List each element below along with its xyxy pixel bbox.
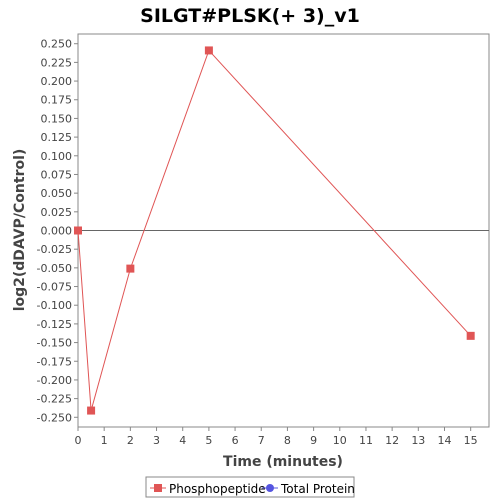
x-tick-label: 1 <box>101 434 108 447</box>
x-tick-label: 7 <box>258 434 265 447</box>
chart-title: SILGT#PLSK(+ 3)_v1 <box>140 5 360 27</box>
legend: Phosphopeptide Total Protein <box>145 476 355 498</box>
data-point <box>87 406 96 415</box>
y-tick-label: 0.150 <box>41 112 73 125</box>
series-layer <box>74 46 475 415</box>
data-point <box>126 264 135 273</box>
x-tick-label: 8 <box>284 434 291 447</box>
y-tick-label: -0.050 <box>37 262 72 275</box>
y-axis-label: log2(dDAVP/Control) <box>12 149 28 312</box>
legend-box <box>145 476 355 498</box>
y-axis: 0.250 0.225 0.200 0.175 0.150 0.125 0.100 0.075… <box>37 34 79 427</box>
y-tick-label: -0.150 <box>37 337 72 350</box>
x-tick-label: 11 <box>359 434 373 447</box>
data-point <box>204 46 213 55</box>
y-tick-label: 0.050 <box>41 187 73 200</box>
y-tick-label: -0.200 <box>37 374 72 387</box>
y-tick-label: 0.200 <box>41 75 73 88</box>
legend-marker-phosphopeptide <box>154 484 162 492</box>
data-point <box>466 331 475 340</box>
x-tick-label: 0 <box>75 434 82 447</box>
y-tick-label: -0.175 <box>37 355 72 368</box>
x-tick-label: 3 <box>153 434 160 447</box>
y-tick-label: 0.125 <box>41 131 73 144</box>
x-tick-label: 9 <box>310 434 317 447</box>
x-axis: 0 1 2 3 4 5 6 7 8 9 10 11 12 13 14 15 <box>75 426 489 447</box>
y-tick-label: -0.025 <box>37 243 72 256</box>
y-tick-label: 0.000 <box>41 225 73 238</box>
y-tick-label: 0.225 <box>41 56 73 69</box>
y-tick-label: -0.250 <box>37 411 72 424</box>
x-tick-label: 5 <box>205 434 212 447</box>
x-tick-label: 2 <box>127 434 134 447</box>
y-tick-label: -0.100 <box>37 299 72 312</box>
y-tick-label: 0.250 <box>41 38 73 51</box>
y-tick-label: -0.225 <box>37 393 72 406</box>
y-tick-label: -0.125 <box>37 318 72 331</box>
x-axis-label: Time (minutes) <box>223 454 343 470</box>
legend-marker-total-protein <box>266 484 274 492</box>
y-tick-label: 0.075 <box>41 168 73 181</box>
y-tick-label: 0.025 <box>41 206 73 219</box>
x-tick-label: 12 <box>385 434 399 447</box>
x-tick-label: 10 <box>333 434 347 447</box>
y-tick-label: 0.175 <box>41 94 73 107</box>
legend-label-phosphopeptide: Phosphopeptide <box>169 482 266 496</box>
x-tick-label: 15 <box>464 434 478 447</box>
x-tick-label: 4 <box>179 434 186 447</box>
x-tick-label: 13 <box>411 434 425 447</box>
legend-label-total-protein: Total Protein <box>280 482 355 496</box>
data-point <box>74 226 82 235</box>
y-tick-label: -0.075 <box>37 281 72 294</box>
x-tick-label: 6 <box>232 434 239 447</box>
y-tick-label: 0.100 <box>41 150 73 163</box>
x-tick-label: 14 <box>437 434 451 447</box>
